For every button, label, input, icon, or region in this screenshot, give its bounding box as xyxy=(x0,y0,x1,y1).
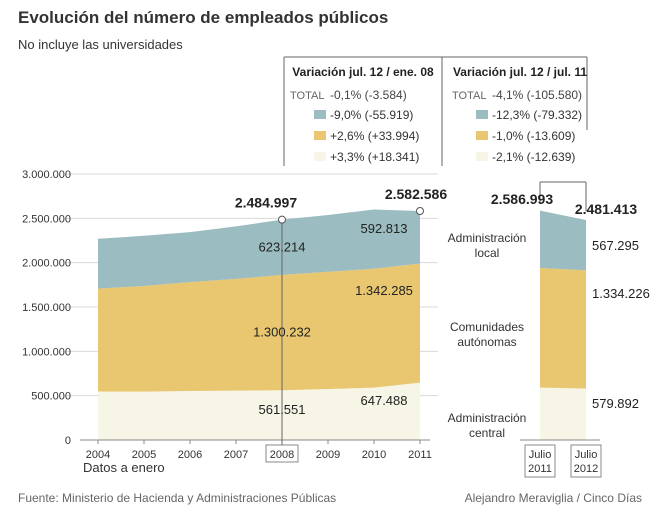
jul-comparison-chart: 2.586.993 2.481.413 567.295 1.334.226 579.89… xyxy=(448,181,650,478)
x-tick-label: 2010 xyxy=(362,449,386,461)
y-tick-label: 1.000.000 xyxy=(22,346,71,358)
chart-title: Evolución del número de empleados públic… xyxy=(18,8,389,27)
jul-series-name: local xyxy=(475,246,500,260)
axes: 2004 2005 2006 2007 2008 2009 2010 2011 Datos a … xyxy=(80,219,432,475)
total-marker xyxy=(416,207,424,216)
source-note: Fuente: Ministerio de Hacienda y Adminis… xyxy=(18,491,337,505)
legend-swatch xyxy=(476,131,488,140)
x-tick-label: 2008 xyxy=(270,449,294,461)
jul-x-label-box xyxy=(570,444,602,478)
y-tick-label: 500.000 xyxy=(31,391,71,403)
segment-value-label: 1.342.285 xyxy=(355,283,413,298)
legend-total-value: -0,1% (-3.584) xyxy=(330,88,407,102)
jul-series-name: autónomas xyxy=(457,335,516,349)
legend-item-label: -1,0% (-13.609) xyxy=(492,129,575,143)
jul-segment-label: 579.892 xyxy=(592,396,639,411)
jul-x-tick-label: 2011 xyxy=(528,463,552,475)
jul-segment-label: 567.295 xyxy=(592,238,639,253)
legend-item-label: +3,3% (+18.341) xyxy=(330,150,419,164)
jul-x-tick-label: Julio xyxy=(575,449,598,461)
x-tick-label: 2006 xyxy=(178,449,202,461)
x-tick-label: 2011 xyxy=(408,449,432,461)
legend-swatch xyxy=(314,110,326,119)
jul-x-tick-label: 2012 xyxy=(574,463,598,475)
y-tick-label: 1.500.000 xyxy=(22,302,71,314)
jul-total-label: 2.586.993 xyxy=(491,191,553,207)
data-labels: 2.484.997 2.582.586 623.214 1.300.232 561.55… xyxy=(235,186,447,417)
segment-value-label: 592.813 xyxy=(361,221,408,236)
legend-total-label: TOTAL xyxy=(290,90,324,102)
jul-series-name: Administración xyxy=(448,231,527,245)
legend-swatch xyxy=(314,131,326,140)
jul-series-name: central xyxy=(469,426,505,440)
legend-swatch xyxy=(476,152,488,161)
x-tick-label: 2005 xyxy=(132,449,156,461)
jul-total-label: 2.481.413 xyxy=(575,201,637,217)
y-tick-label: 2.500.000 xyxy=(22,213,71,225)
segment-value-label: 623.214 xyxy=(259,239,306,254)
x-axis-label: Datos a enero xyxy=(83,460,165,475)
legend-column-title: Variación jul. 12 / jul. 11 xyxy=(453,65,587,79)
jul-x-tick-label: Julio xyxy=(529,449,552,461)
legend-column-title: Variación jul. 12 / ene. 08 xyxy=(292,65,434,79)
jul-segment-label: 1.334.226 xyxy=(592,286,650,301)
jul-series-name: Comunidades xyxy=(450,320,524,334)
area-series-2 xyxy=(98,209,420,289)
area-series-1 xyxy=(98,263,420,392)
legend-total-value: -4,1% (-105.580) xyxy=(492,88,582,102)
jul-area-series-2 xyxy=(540,210,586,271)
x-tick-label: 2004 xyxy=(86,449,110,461)
total-marker xyxy=(278,215,286,224)
jul-area-series-1 xyxy=(540,267,586,389)
legend-total-label: TOTAL xyxy=(452,90,486,102)
legend-item-label: -2,1% (-12.639) xyxy=(492,150,575,164)
x-tick-label: 2009 xyxy=(316,449,340,461)
legend-swatch xyxy=(476,110,488,119)
x-tick-label: 2007 xyxy=(224,449,248,461)
legend-item-label: -9,0% (-55.919) xyxy=(330,108,413,122)
legend-item-label: -12,3% (-79.332) xyxy=(492,108,582,122)
y-tick-label: 3.000.000 xyxy=(22,169,71,181)
y-tick-label: 2.000.000 xyxy=(22,258,71,270)
segment-value-label: 1.300.232 xyxy=(253,325,311,340)
total-label: 2.582.586 xyxy=(385,186,447,202)
chart-subtitle: No incluye las universidades xyxy=(18,37,183,52)
legend-swatch xyxy=(314,152,326,161)
area-series-0 xyxy=(98,382,420,440)
stacked-areas xyxy=(98,209,420,440)
total-label: 2.484.997 xyxy=(235,195,297,211)
segment-value-label: 647.488 xyxy=(361,393,408,408)
legend-box: Variación jul. 12 / ene. 08 TOTAL -0,1% (-… xyxy=(283,56,588,166)
segment-value-label: 561.551 xyxy=(259,402,306,417)
jul-area-series-0 xyxy=(540,387,586,440)
jul-series-name: Administración xyxy=(448,411,527,425)
credit-note: Alejandro Meraviglia / Cinco Días xyxy=(464,491,642,505)
y-tick-label: 0 xyxy=(65,435,71,447)
jul-x-label-box xyxy=(524,444,556,478)
legend-item-label: +2,6% (+33.994) xyxy=(330,129,419,143)
